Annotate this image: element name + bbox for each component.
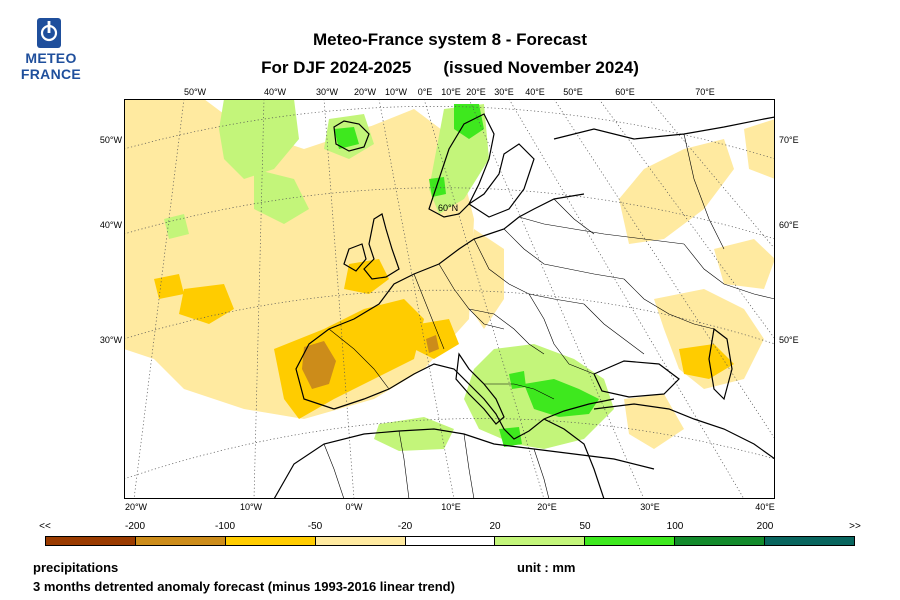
- left-side-label: 40°W: [99, 220, 122, 230]
- map-canvas: [124, 99, 775, 499]
- legend-label: -20: [397, 521, 413, 532]
- left-side-label: 50°W: [99, 135, 122, 145]
- top-lon-label: 60°E: [615, 87, 635, 97]
- season-label: For DJF 2024-2025: [261, 58, 412, 77]
- graticule-lines: [124, 99, 775, 499]
- precipitation-anomaly-map: [124, 99, 775, 499]
- bottom-lon-label: 20°W: [124, 502, 148, 512]
- legend-label: 100: [666, 521, 684, 532]
- bottom-lon-label: 10°W: [239, 502, 263, 512]
- top-lon-label: 50°E: [563, 87, 583, 97]
- top-lon-label: 10°E: [441, 87, 461, 97]
- legend-color-bar: [45, 536, 855, 546]
- top-lon-label: 20°W: [353, 87, 377, 97]
- top-lon-label: 30°E: [494, 87, 514, 97]
- top-lon-label: 40°W: [263, 87, 287, 97]
- bottom-lon-label: 30°E: [640, 502, 660, 512]
- legend-color-cell: [46, 537, 136, 545]
- right-side-label: 60°E: [779, 220, 799, 230]
- forecast-title: Meteo-France system 8 - Forecast: [313, 30, 587, 49]
- legend-color-cell: [765, 537, 855, 545]
- legend-color-cell: [405, 537, 496, 545]
- dry-anomaly-strong-areas: [302, 335, 439, 389]
- right-side-label: 50°E: [779, 335, 799, 345]
- top-lon-label: 0°E: [417, 87, 433, 97]
- top-lon-label: 50°W: [183, 87, 207, 97]
- wet-anomaly-medium-areas: [334, 104, 599, 447]
- logo-text-france: FRANCE: [20, 66, 82, 82]
- legend-color-cell: [135, 537, 226, 545]
- left-side-label: 30°W: [99, 335, 122, 345]
- meteo-france-logo: METEO FRANCE: [16, 14, 86, 84]
- country-borders: [323, 133, 775, 499]
- legend-label: -100: [214, 521, 236, 532]
- top-lon-label: 70°E: [695, 87, 715, 97]
- forecast-subtitle: For DJF 2024-2025 (issued November 2024): [0, 58, 900, 78]
- issued-label: (issued November 2024): [443, 58, 639, 77]
- bottom-lon-label: 20°E: [537, 502, 557, 512]
- map-frame: [124, 99, 775, 499]
- legend-label: 50: [579, 521, 591, 532]
- legend-label: 200: [756, 521, 774, 532]
- bottom-lon-label: 40°E: [755, 502, 775, 512]
- coastlines: [273, 113, 775, 499]
- legend-label: 20: [489, 521, 501, 532]
- top-lon-label: 40°E: [525, 87, 545, 97]
- top-lon-label: 10°W: [384, 87, 408, 97]
- top-lon-label: 30°W: [315, 87, 339, 97]
- legend-color-cell: [225, 537, 316, 545]
- legend-color-cell: [495, 537, 586, 545]
- legend-color-cell: [315, 537, 406, 545]
- bottom-lon-label: 10°E: [441, 502, 461, 512]
- color-legend: << -200 -100 -50 -20 20 50 100 200 >>: [0, 518, 900, 550]
- legend-label: >>: [849, 521, 861, 532]
- right-side-label: 70°E: [779, 135, 799, 145]
- forecast-description: 3 months detrented anomaly forecast (min…: [33, 579, 455, 594]
- bottom-lon-label: 0°W: [345, 502, 363, 512]
- legend-label: -200: [124, 521, 146, 532]
- variable-label: precipitations: [33, 560, 119, 575]
- legend-color-cell: [585, 537, 676, 545]
- legend-color-cell: [675, 537, 766, 545]
- logo-text-meteo: METEO: [25, 50, 77, 66]
- top-lon-label: 20°E: [466, 87, 486, 97]
- meteo-france-emblem-icon: [37, 18, 61, 48]
- unit-label: unit : mm: [517, 560, 576, 575]
- legend-label: -50: [307, 521, 323, 532]
- inner-lat-label: 60°N: [438, 203, 459, 213]
- legend-label: <<: [39, 521, 51, 532]
